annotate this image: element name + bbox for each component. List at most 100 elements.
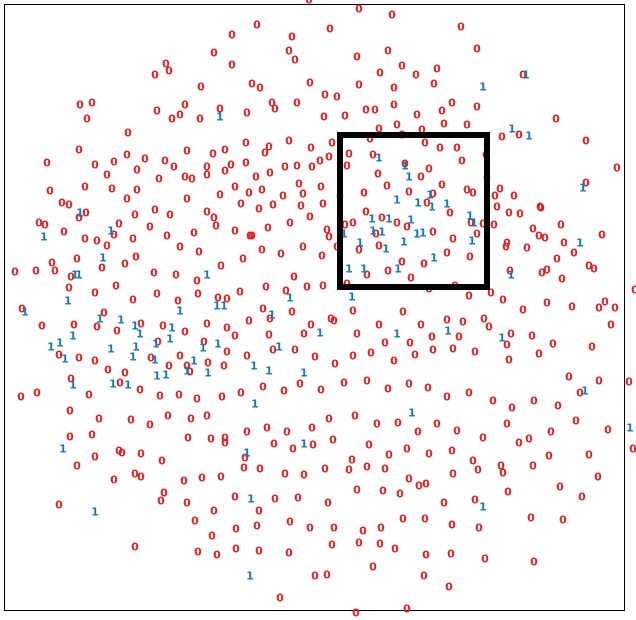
point-label-1: 1 (300, 367, 308, 380)
point-label-0: 0 (154, 336, 162, 349)
point-label-0: 0 (440, 118, 448, 131)
point-label-0: 0 (268, 97, 276, 110)
point-label-0: 0 (331, 358, 339, 371)
point-label-0: 0 (372, 228, 380, 241)
point-label-0: 0 (300, 328, 308, 341)
point-label-0: 0 (565, 371, 573, 384)
point-label-0: 0 (183, 497, 191, 510)
point-label-0: 0 (255, 203, 263, 216)
point-label-0: 0 (85, 389, 93, 402)
point-label-0: 0 (200, 336, 208, 349)
point-label-1: 1 (468, 235, 476, 248)
point-label-0: 0 (383, 180, 391, 193)
point-label-0: 0 (110, 156, 118, 169)
point-label-0: 0 (241, 452, 249, 465)
point-label-0: 0 (403, 603, 411, 616)
point-label-1: 1 (385, 213, 393, 226)
point-label-0: 0 (396, 488, 404, 501)
point-label-0: 0 (530, 556, 538, 569)
point-label-0: 0 (309, 439, 317, 452)
point-label-0: 0 (252, 171, 260, 184)
point-label-0: 0 (176, 350, 184, 363)
point-label-0: 0 (223, 346, 231, 359)
point-label-0: 0 (327, 313, 335, 326)
point-label-0: 0 (371, 104, 379, 117)
point-label-0: 0 (390, 82, 398, 95)
point-label-0: 0 (271, 103, 279, 116)
point-label-0: 0 (170, 161, 178, 174)
point-label-0: 0 (121, 258, 129, 271)
point-label-0: 0 (290, 271, 298, 284)
point-label-1: 1 (168, 322, 176, 335)
point-label-0: 0 (73, 253, 81, 266)
point-label-0: 0 (429, 226, 437, 239)
point-label-0: 0 (363, 461, 371, 474)
point-label-0: 0 (281, 161, 289, 174)
point-label-0: 0 (288, 31, 296, 44)
point-label-1: 1 (286, 292, 294, 305)
point-label-1: 1 (443, 198, 451, 211)
point-label-0: 0 (146, 419, 154, 432)
point-label-0: 0 (175, 389, 183, 402)
point-label-0: 0 (203, 410, 211, 423)
point-label-0: 0 (293, 160, 301, 173)
point-label-0: 0 (485, 321, 493, 334)
point-label-0: 0 (228, 59, 236, 72)
point-label-1: 1 (183, 365, 191, 378)
point-label-0: 0 (180, 475, 188, 488)
point-label-0: 0 (384, 265, 392, 278)
point-label-0: 0 (91, 451, 99, 464)
point-label-0: 0 (325, 231, 333, 244)
point-label-0: 0 (376, 538, 384, 551)
point-label-0: 0 (58, 197, 66, 210)
point-label-0: 0 (421, 513, 429, 526)
point-label-0: 0 (203, 169, 211, 182)
point-label-0: 0 (503, 339, 511, 352)
point-label-1: 1 (378, 226, 386, 239)
point-label-0: 0 (227, 159, 235, 172)
point-label-0: 0 (214, 292, 222, 305)
point-label-1: 1 (400, 236, 408, 249)
point-label-0: 0 (448, 519, 456, 532)
point-label-0: 0 (285, 45, 293, 58)
point-label-0: 0 (366, 133, 374, 146)
point-label-1: 1 (47, 341, 55, 354)
point-label-0: 0 (220, 360, 228, 373)
point-label-0: 0 (65, 282, 73, 295)
point-label-0: 0 (198, 472, 206, 485)
point-label-0: 0 (115, 218, 123, 231)
point-label-0: 0 (328, 137, 336, 150)
point-label-0: 0 (625, 376, 633, 389)
point-label-0: 0 (474, 464, 482, 477)
point-label-0: 0 (479, 218, 487, 231)
point-label-0: 0 (403, 443, 411, 456)
point-label-0: 0 (471, 494, 479, 507)
point-label-0: 0 (243, 107, 251, 120)
point-label-0: 0 (231, 491, 239, 504)
point-label-0: 0 (60, 226, 68, 239)
point-label-0: 0 (547, 426, 555, 439)
point-label-0: 0 (469, 187, 477, 200)
point-label-0: 0 (151, 69, 159, 82)
point-label-0: 0 (132, 251, 140, 264)
point-label-1: 1 (151, 354, 159, 367)
point-label-0: 0 (265, 329, 273, 342)
point-label-0: 0 (141, 153, 149, 166)
point-label-0: 0 (496, 183, 504, 196)
point-label-0: 0 (123, 149, 131, 162)
point-label-0: 0 (406, 337, 414, 350)
point-label-0: 0 (280, 385, 288, 398)
point-label-0: 0 (607, 319, 615, 332)
point-label-1: 1 (581, 385, 589, 398)
point-label-0: 0 (321, 89, 329, 102)
point-label-0: 0 (341, 110, 349, 123)
point-label-0: 0 (151, 204, 159, 217)
point-label-0: 0 (261, 147, 269, 160)
point-label-0: 0 (172, 269, 180, 282)
point-label-0: 0 (330, 315, 338, 328)
point-label-0: 0 (433, 418, 441, 431)
point-label-1: 1 (408, 407, 416, 420)
point-label-0: 0 (288, 306, 296, 319)
point-label-0: 0 (415, 480, 423, 493)
point-label-0: 0 (340, 377, 348, 390)
